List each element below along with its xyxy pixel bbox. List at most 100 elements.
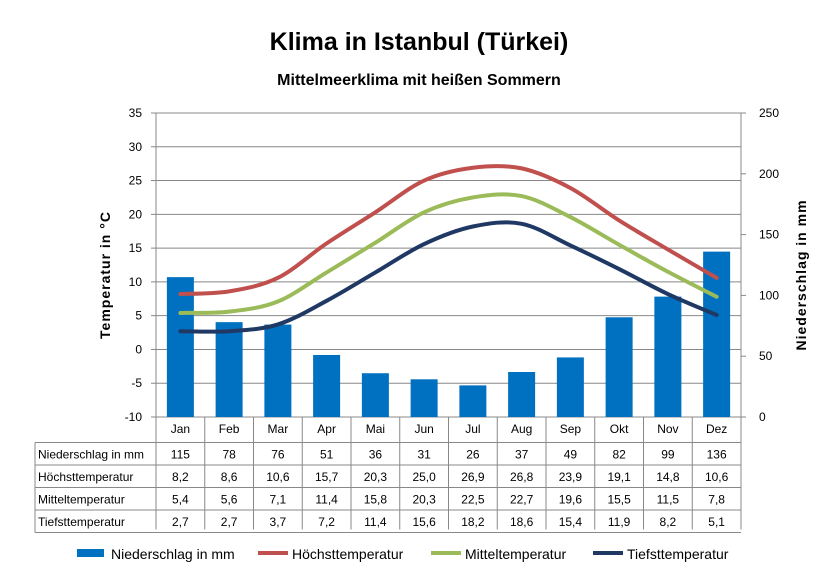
table-cell: 8,2 <box>172 470 189 484</box>
table-cell: 36 <box>369 448 383 462</box>
category-label: Mar <box>268 422 289 436</box>
temperature-line-1 <box>178 164 719 297</box>
category-label: Aug <box>511 422 532 436</box>
precipitation-bar <box>264 324 292 417</box>
left-axis-tick-label: 20 <box>129 207 143 221</box>
category-label: Okt <box>610 422 629 436</box>
right-axis-tick-label: 200 <box>759 167 779 181</box>
table-cell: 20,3 <box>412 493 436 507</box>
table-cell: 37 <box>515 448 529 462</box>
left-axis-tick-label: 10 <box>129 275 143 289</box>
category-label: Feb <box>219 422 240 436</box>
left-axis-tick-label: 15 <box>129 241 143 255</box>
legend-label: Mitteltemperatur <box>465 546 566 562</box>
table-cell: 3,7 <box>270 515 287 529</box>
chart-title: Klima in Istanbul (Türkei) <box>269 28 569 56</box>
left-axis-tick-label: 30 <box>129 140 143 154</box>
category-label: Jul <box>465 422 480 436</box>
temperature-line-3 <box>178 220 719 334</box>
category-label: Apr <box>317 422 336 436</box>
left-axis-title: Temperatur in °C <box>97 211 113 339</box>
table-cell: 26,9 <box>461 470 485 484</box>
table-cell: 2,7 <box>172 515 189 529</box>
table-cell: 5,6 <box>221 493 238 507</box>
left-axis-tick-label: 25 <box>129 174 143 188</box>
table-cell: 82 <box>612 448 626 462</box>
right-axis-title: Niederschlag in mm <box>793 199 809 350</box>
table-cell: 19,1 <box>607 470 631 484</box>
precipitation-bar <box>166 277 194 417</box>
table-cell: 18,6 <box>510 515 534 529</box>
table-cell: 136 <box>707 448 727 462</box>
table-cell: 2,7 <box>221 515 238 529</box>
table-cell: 7,2 <box>318 515 335 529</box>
table-row-header: Höchsttemperatur <box>38 470 133 484</box>
precipitation-bar <box>410 379 438 417</box>
precipitation-bar <box>654 296 682 417</box>
table-cell: 8,2 <box>660 515 677 529</box>
table-row-header: Tiefsttemperatur <box>38 515 125 529</box>
right-axis-tick-label: 0 <box>759 410 766 424</box>
table-cell: 5,1 <box>708 515 725 529</box>
table-cell: 11,4 <box>315 493 338 507</box>
table-cell: 11,5 <box>657 493 680 507</box>
table-cell: 19,6 <box>559 493 583 507</box>
left-axis-tick-label: 0 <box>135 342 142 356</box>
category-label: Sep <box>560 422 582 436</box>
table-cell: 15,4 <box>559 515 583 529</box>
right-axis-tick-label: 250 <box>759 106 779 120</box>
table-cell: 15,5 <box>607 493 631 507</box>
table-cell: 26,8 <box>510 470 534 484</box>
table-cell: 51 <box>320 448 334 462</box>
table-cell: 5,4 <box>172 493 189 507</box>
precipitation-bar <box>459 385 487 417</box>
right-axis-tick-label: 100 <box>759 288 779 302</box>
right-axis-tick-label: 50 <box>759 349 773 363</box>
right-axis-tick-label: 150 <box>759 228 779 242</box>
legend-label: Tiefsttemperatur <box>627 546 729 562</box>
table-cell: 14,8 <box>656 470 680 484</box>
precipitation-bar <box>361 373 389 417</box>
table-cell: 99 <box>661 448 675 462</box>
table-cell: 11,9 <box>608 515 631 529</box>
category-label: Jun <box>414 422 433 436</box>
temperature-line-2 <box>178 192 719 315</box>
table-cell: 26 <box>466 448 480 462</box>
legend-swatch <box>77 549 104 557</box>
table-cell: 76 <box>271 448 285 462</box>
table-cell: 25,0 <box>412 470 436 484</box>
precipitation-bar <box>508 372 536 417</box>
left-axis-tick-label: 5 <box>135 309 142 323</box>
table-cell: 10,6 <box>705 470 729 484</box>
category-label: Jan <box>171 422 190 436</box>
chart-subtitle: Mittelmeerklima mit heißen Sommern <box>277 72 561 89</box>
table-cell: 115 <box>171 448 190 462</box>
table-cell: 78 <box>222 448 236 462</box>
legend-label: Höchsttemperatur <box>292 546 404 562</box>
table-cell: 10,6 <box>266 470 290 484</box>
table-row-header: Mitteltemperatur <box>38 493 125 507</box>
table-cell: 15,8 <box>364 493 388 507</box>
category-label: Nov <box>657 422 678 436</box>
precipitation-bar <box>215 322 243 417</box>
table-cell: 18,2 <box>461 515 485 529</box>
table-cell: 20,3 <box>364 470 388 484</box>
table-cell: 31 <box>417 448 431 462</box>
table-cell: 22,7 <box>510 493 534 507</box>
table-cell: 15,7 <box>315 470 339 484</box>
table-cell: 8,6 <box>221 470 238 484</box>
table-cell: 23,9 <box>559 470 583 484</box>
precipitation-bar <box>313 354 341 417</box>
table-cell: 7,1 <box>270 493 287 507</box>
precipitation-bar <box>556 357 584 417</box>
table-cell: 49 <box>564 448 578 462</box>
left-axis-tick-label: -10 <box>125 410 143 424</box>
precipitation-bar <box>605 317 633 417</box>
left-axis-tick-label: -5 <box>131 376 142 390</box>
legend-label: Niederschlag in mm <box>111 546 235 562</box>
table-cell: 15,6 <box>412 515 436 529</box>
table-cell: 11,4 <box>364 515 387 529</box>
table-row-header: Niederschlag in mm <box>38 448 144 462</box>
category-label: Dez <box>706 422 727 436</box>
